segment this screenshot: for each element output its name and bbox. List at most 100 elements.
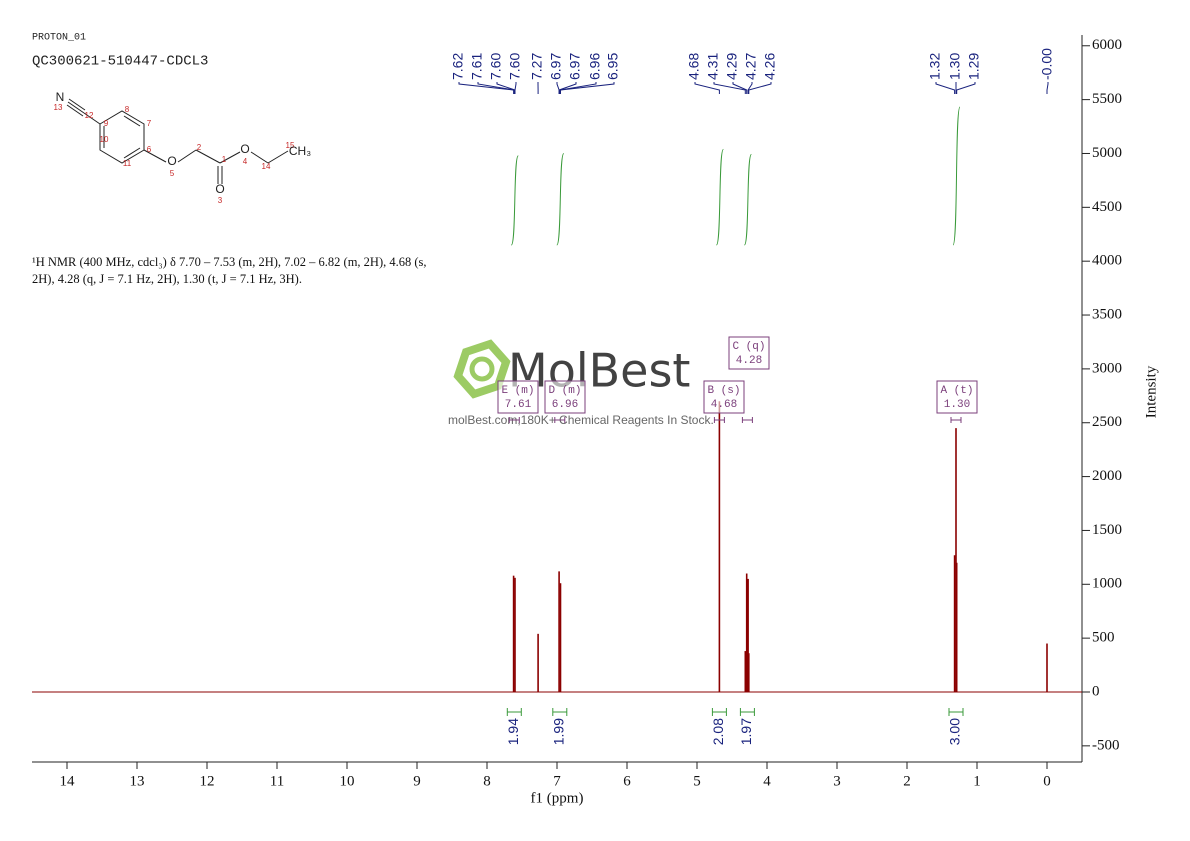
peak-connector: [559, 82, 597, 94]
y-tick-label: 3500: [1092, 306, 1122, 322]
x-tick-label: 3: [833, 773, 841, 789]
multiplet-name: A (t): [940, 385, 973, 397]
peak-connector: [477, 82, 515, 94]
atom-label: O: [215, 182, 224, 196]
peak-label: 7.61: [469, 53, 485, 80]
integral-label: 2.08: [710, 718, 726, 745]
peak-connector: [1046, 82, 1049, 94]
peak-connector: [713, 82, 746, 94]
multiplet-shift: 4.68: [711, 399, 737, 411]
atom-label: 14: [262, 162, 271, 171]
y-tick-label: -500: [1092, 737, 1120, 753]
x-tick-label: 7: [553, 773, 561, 789]
x-tick-label: 1: [973, 773, 981, 789]
y-tick-label: 5500: [1092, 91, 1122, 107]
peak-label: 1.29: [966, 53, 982, 80]
x-tick-label: 5: [693, 773, 701, 789]
peak-label: 4.27: [743, 53, 759, 80]
peak-connector: [748, 82, 772, 94]
y-tick-label: 5000: [1092, 145, 1122, 161]
peak-connector: [458, 82, 515, 94]
y-tick-label: 500: [1092, 630, 1115, 646]
y-tick-label: 1000: [1092, 576, 1122, 592]
peak-connector: [747, 82, 753, 94]
structure-bonds: [66, 98, 289, 184]
atom-label: 10: [100, 135, 109, 144]
integral-curve: [952, 106, 961, 246]
atom-label: 8: [125, 105, 130, 114]
integral-curve: [715, 148, 724, 246]
multiplet-box: [703, 380, 745, 414]
integral-label: 1.99: [551, 718, 567, 745]
multiplet-shift: 4.28: [736, 355, 762, 367]
y-tick-label: 0: [1092, 683, 1100, 699]
peak-connector: [956, 82, 976, 94]
atom-label: 15: [286, 141, 295, 150]
atom-label: O: [167, 154, 176, 168]
x-tick-label: 6: [623, 773, 631, 789]
atom-label: 5: [170, 169, 175, 178]
peak-label: 4.68: [686, 53, 702, 80]
atom-label: 7: [147, 119, 152, 128]
peak-label: 4.29: [724, 53, 740, 80]
multiplet-bracket: [508, 417, 520, 423]
multiplet-name: C (q): [732, 341, 765, 353]
x-tick-label: 8: [483, 773, 491, 789]
y-tick-label: 1500: [1092, 522, 1122, 538]
x-tick-label: 11: [270, 773, 284, 789]
peak-label: 6.96: [587, 53, 603, 80]
multiplet-shift: 1.30: [944, 399, 970, 411]
multiplet-name: B (s): [707, 385, 740, 397]
atom-label: 2: [197, 143, 202, 152]
integral-label: 1.94: [505, 718, 521, 745]
atom-label: O: [240, 142, 249, 156]
integral-curve: [743, 153, 752, 246]
multiplet-box: [497, 380, 539, 414]
peak-connector: [694, 82, 720, 94]
peak-connector: [935, 82, 956, 94]
y-tick-label: 4500: [1092, 199, 1122, 215]
peak-label: 6.95: [605, 53, 621, 80]
peak-label: -0.00: [1039, 48, 1055, 80]
nmr-description: ¹H NMR (400 MHz, cdcl₃) δ 7.70 – 7.53 (m…: [32, 255, 427, 286]
atom-label: 13: [54, 103, 63, 112]
x-tick-label: 9: [413, 773, 421, 789]
y-tick-label: 2500: [1092, 414, 1122, 430]
peak-label: 4.31: [705, 53, 721, 80]
sample-name: QC300621-510447-CDCL3: [32, 54, 208, 70]
atom-label: N: [56, 90, 65, 104]
peak-label: 1.30: [947, 53, 963, 80]
x-tick-label: 0: [1043, 773, 1051, 789]
atom-label: 3: [218, 196, 223, 205]
multiplet-shift: 7.61: [505, 399, 532, 411]
atom-label: 9: [104, 119, 109, 128]
integral-curve: [556, 152, 565, 246]
x-tick-label: 4: [763, 773, 771, 789]
multiplet-name: D (m): [548, 385, 581, 397]
atom-label: 12: [85, 111, 94, 120]
atom-label: 1: [222, 155, 227, 164]
x-axis-label: f1 (ppm): [531, 790, 584, 806]
peak-connector: [560, 82, 615, 94]
atom-label: 4: [243, 157, 248, 166]
multiplet-box: [936, 380, 978, 414]
y-tick-label: 4000: [1092, 253, 1122, 269]
peak-label: 6.97: [567, 53, 583, 80]
experiment-name: PROTON_01: [32, 33, 86, 44]
peak-label: 6.97: [548, 53, 564, 80]
multiplet-shift: 6.96: [552, 399, 578, 411]
atom-label: 11: [123, 159, 132, 168]
x-tick-label: 10: [340, 773, 355, 789]
integral-label: 1.97: [738, 718, 754, 745]
atom-label: CH₃: [289, 144, 311, 158]
peak-label: 7.62: [450, 53, 466, 80]
multiplet-name: E (m): [501, 385, 534, 397]
x-tick-label: 2: [903, 773, 911, 789]
peak-label: 4.26: [762, 53, 778, 80]
y-axis-label: Intensity: [1143, 365, 1159, 418]
y-tick-label: 2000: [1092, 468, 1122, 484]
multiplet-bracket: [741, 417, 753, 423]
peak-connector: [514, 82, 517, 94]
integral-curve: [510, 155, 519, 246]
